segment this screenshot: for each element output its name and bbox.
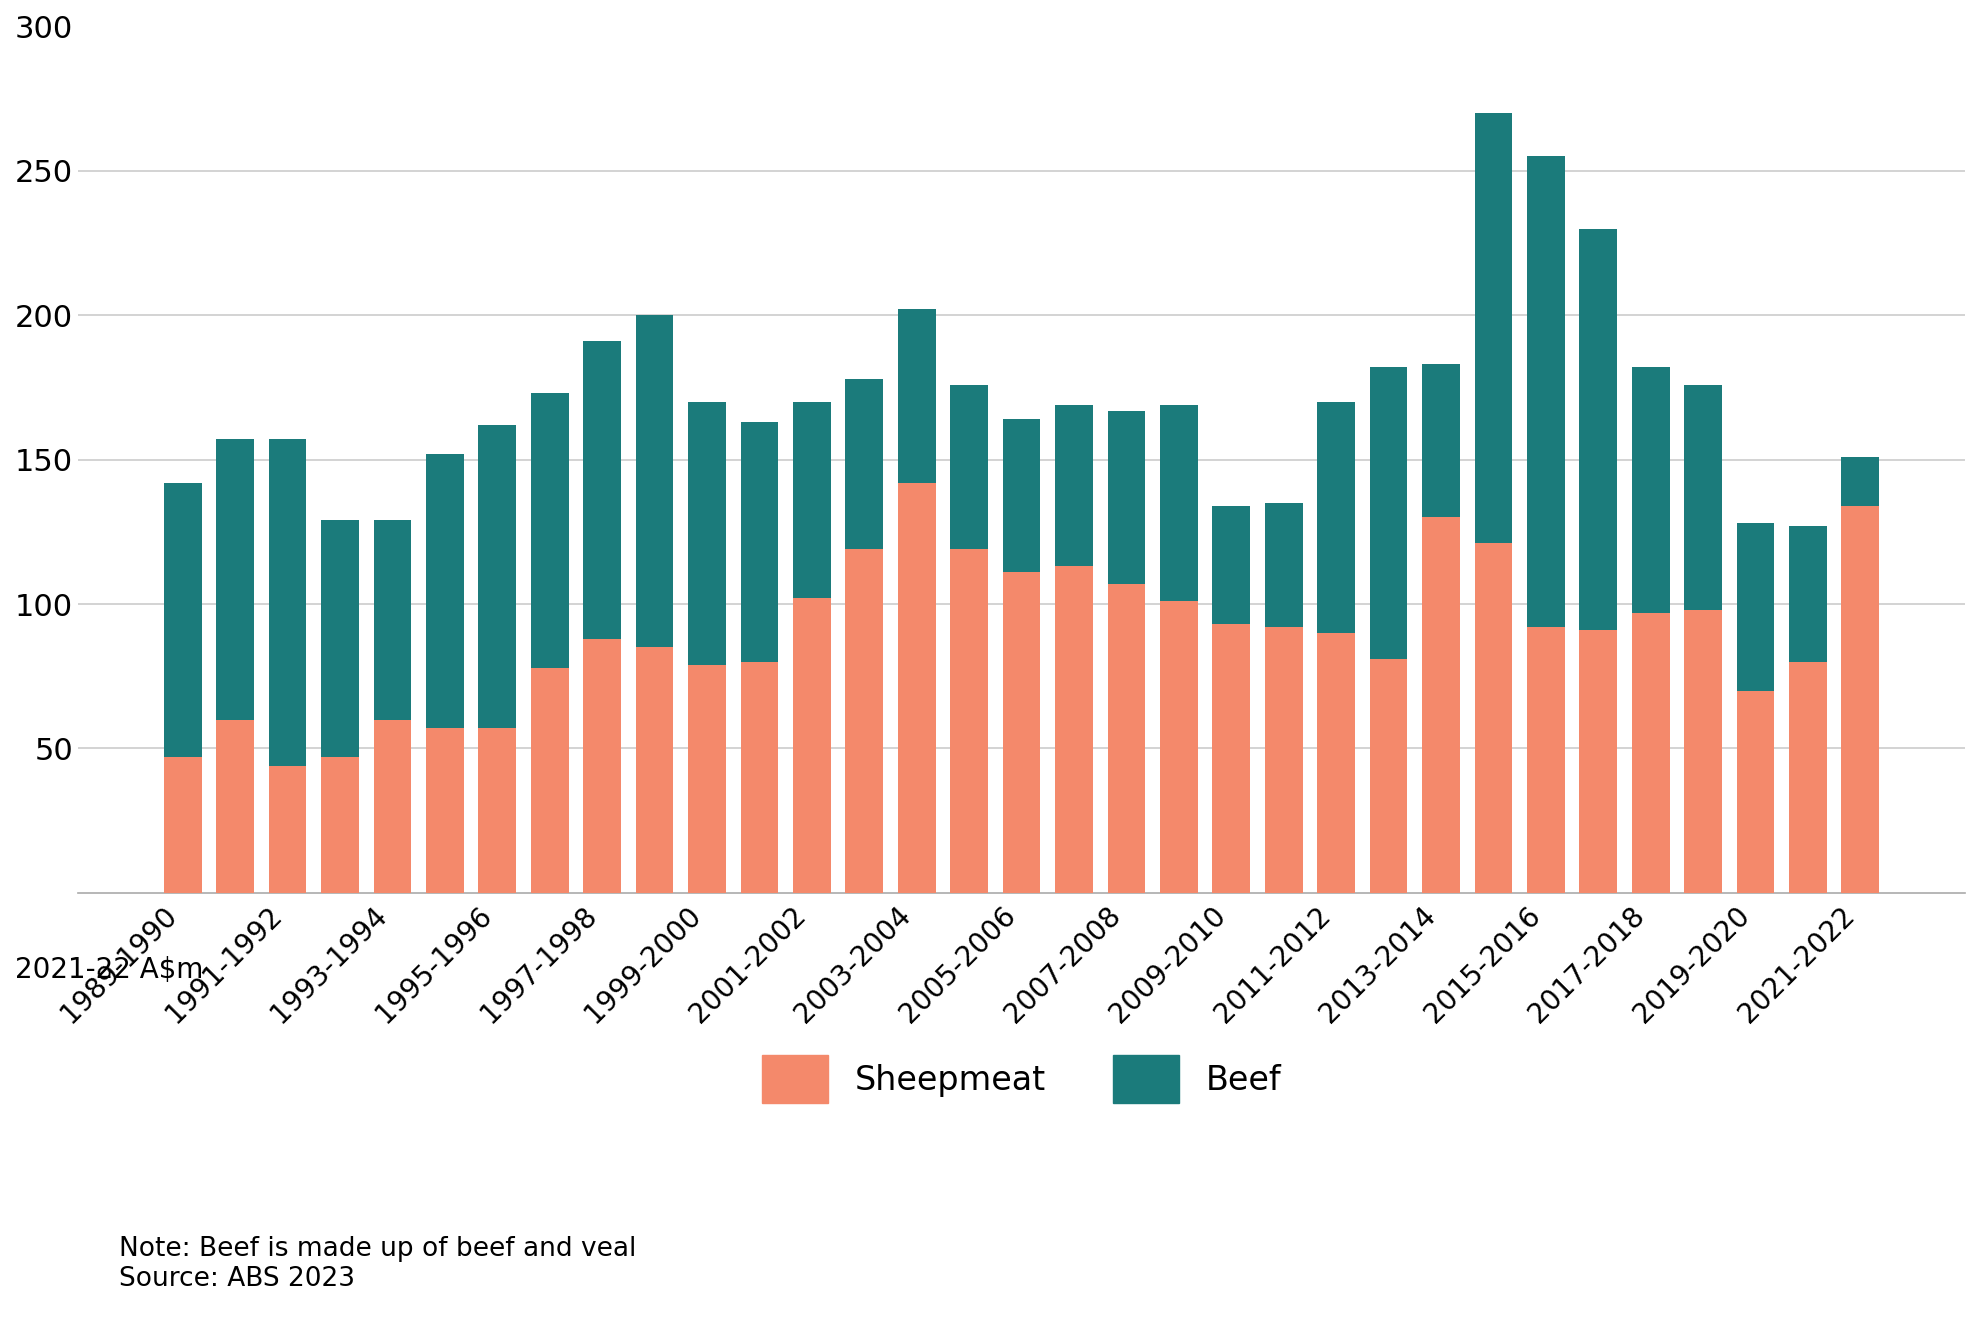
Bar bbox=[426, 454, 463, 729]
Bar bbox=[374, 719, 412, 892]
Bar bbox=[479, 425, 517, 729]
Bar bbox=[1055, 566, 1093, 892]
Bar bbox=[1475, 113, 1513, 543]
Bar bbox=[164, 757, 202, 892]
Bar bbox=[689, 665, 727, 892]
Bar bbox=[1527, 156, 1564, 627]
Bar bbox=[636, 647, 673, 892]
Bar bbox=[479, 729, 517, 892]
Bar bbox=[1107, 410, 1144, 583]
Bar bbox=[1002, 420, 1040, 573]
Bar bbox=[1055, 405, 1093, 566]
Bar bbox=[1422, 517, 1459, 892]
Bar bbox=[1160, 601, 1198, 892]
Bar bbox=[897, 309, 937, 482]
Bar bbox=[1212, 625, 1249, 892]
Text: 2021-22 A$m: 2021-22 A$m bbox=[16, 956, 204, 984]
Bar bbox=[1160, 405, 1198, 601]
Bar bbox=[1475, 543, 1513, 892]
Bar bbox=[792, 402, 832, 598]
Bar bbox=[741, 422, 778, 662]
Bar bbox=[1527, 627, 1564, 892]
Bar bbox=[950, 385, 988, 549]
Bar bbox=[1841, 457, 1879, 506]
Bar bbox=[1580, 229, 1618, 630]
Bar bbox=[636, 316, 673, 647]
Bar bbox=[741, 662, 778, 892]
Bar bbox=[950, 549, 988, 892]
Bar bbox=[584, 341, 622, 638]
Bar bbox=[1790, 662, 1828, 892]
Bar bbox=[689, 402, 727, 665]
Bar bbox=[1632, 368, 1669, 613]
Bar bbox=[374, 521, 412, 719]
Bar bbox=[845, 549, 883, 892]
Legend: Sheepmeat, Beef: Sheepmeat, Beef bbox=[729, 1022, 1315, 1136]
Bar bbox=[1632, 613, 1669, 892]
Bar bbox=[531, 667, 568, 892]
Text: Note: Beef is made up of beef and veal
Source: ABS 2023: Note: Beef is made up of beef and veal S… bbox=[119, 1236, 636, 1292]
Bar bbox=[845, 378, 883, 549]
Bar bbox=[792, 598, 832, 892]
Bar bbox=[1265, 503, 1303, 627]
Bar bbox=[269, 440, 307, 766]
Bar bbox=[1580, 630, 1618, 892]
Bar bbox=[1370, 659, 1408, 892]
Bar bbox=[1685, 385, 1723, 610]
Bar bbox=[1736, 523, 1774, 691]
Bar bbox=[1685, 610, 1723, 892]
Bar bbox=[1841, 506, 1879, 892]
Bar bbox=[321, 521, 358, 757]
Bar bbox=[1370, 368, 1408, 659]
Bar bbox=[216, 719, 253, 892]
Bar bbox=[216, 440, 253, 719]
Bar bbox=[1790, 526, 1828, 662]
Bar bbox=[1317, 402, 1354, 633]
Bar bbox=[1317, 633, 1354, 892]
Bar bbox=[269, 766, 307, 892]
Bar bbox=[1265, 627, 1303, 892]
Bar bbox=[1002, 573, 1040, 892]
Bar bbox=[164, 482, 202, 757]
Bar bbox=[426, 729, 463, 892]
Bar bbox=[584, 638, 622, 892]
Bar bbox=[1107, 583, 1144, 892]
Bar bbox=[897, 482, 937, 892]
Bar bbox=[1422, 365, 1459, 517]
Bar bbox=[321, 757, 358, 892]
Bar bbox=[1736, 691, 1774, 892]
Bar bbox=[531, 393, 568, 667]
Bar bbox=[1212, 506, 1249, 625]
